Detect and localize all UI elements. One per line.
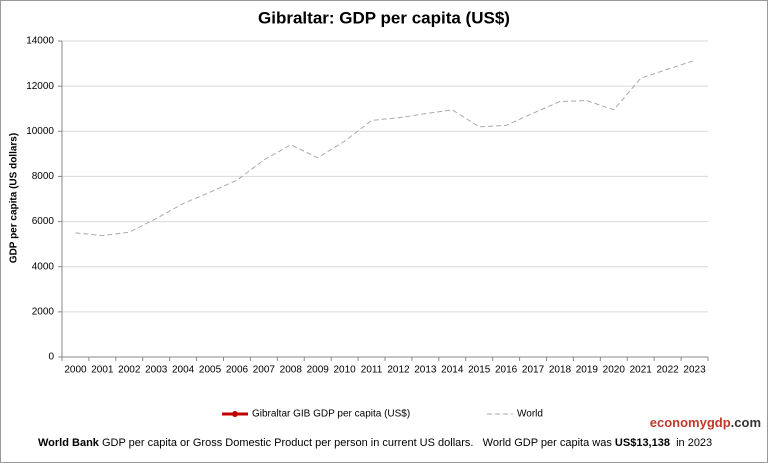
series-line [75, 59, 695, 237]
x-tick-label: 2010 [334, 365, 357, 376]
y-axis-title: GDP per capita (US dollars) [9, 133, 20, 263]
y-tick-label: 12000 [26, 81, 54, 92]
x-tick-label: 2019 [576, 365, 599, 376]
x-tick-label: 2005 [199, 365, 222, 376]
brand-part: .com [731, 415, 761, 430]
y-tick-label: 10000 [26, 126, 54, 137]
x-tick-label: 2009 [307, 365, 330, 376]
x-tick-label: 2006 [226, 365, 249, 376]
y-tick-label: 0 [48, 352, 54, 363]
brand-part: economy [650, 415, 708, 430]
footer-part: in 2023 [670, 437, 712, 449]
legend-label: World [517, 409, 543, 420]
y-tick-label: 6000 [32, 216, 55, 227]
y-tick-label: 2000 [32, 306, 55, 317]
x-tick-label: 2013 [414, 365, 437, 376]
footer: World Bank GDP per capita or Gross Domes… [38, 437, 712, 449]
y-tick-label: 4000 [32, 261, 55, 272]
legend-marker [232, 411, 238, 417]
legend-label: Gibraltar GIB GDP per capita (US$) [252, 409, 410, 420]
chart-title: Gibraltar: GDP per capita (US$) [258, 8, 510, 27]
footer-part: US$13,138 [615, 437, 670, 449]
x-tick-label: 2011 [361, 365, 383, 376]
x-tick-label: 2014 [441, 365, 464, 376]
x-tick-label: 2015 [468, 365, 491, 376]
x-tick-label: 2017 [522, 365, 545, 376]
x-tick-label: 2016 [495, 365, 518, 376]
brand-part: gdp [707, 415, 731, 430]
x-tick-label: 2007 [253, 365, 276, 376]
footer-part: World Bank [38, 437, 100, 449]
x-tick-label: 2021 [630, 365, 653, 376]
y-tick-label: 8000 [32, 171, 55, 182]
x-tick-label: 2008 [280, 365, 303, 376]
x-tick-label: 2023 [683, 365, 706, 376]
brand: economygdp.com [650, 415, 761, 430]
x-tick-label: 2000 [64, 365, 87, 376]
x-tick-label: 2012 [387, 365, 410, 376]
x-tick-label: 2018 [549, 365, 572, 376]
x-tick-label: 2002 [118, 365, 141, 376]
x-tick-label: 2001 [91, 365, 114, 376]
y-tick-label: 14000 [26, 36, 54, 47]
x-tick-label: 2022 [657, 365, 680, 376]
footer-part: GDP per capita or Gross Domestic Product… [99, 437, 615, 449]
x-tick-label: 2003 [145, 365, 168, 376]
x-tick-label: 2004 [172, 365, 195, 376]
x-tick-label: 2020 [603, 365, 626, 376]
